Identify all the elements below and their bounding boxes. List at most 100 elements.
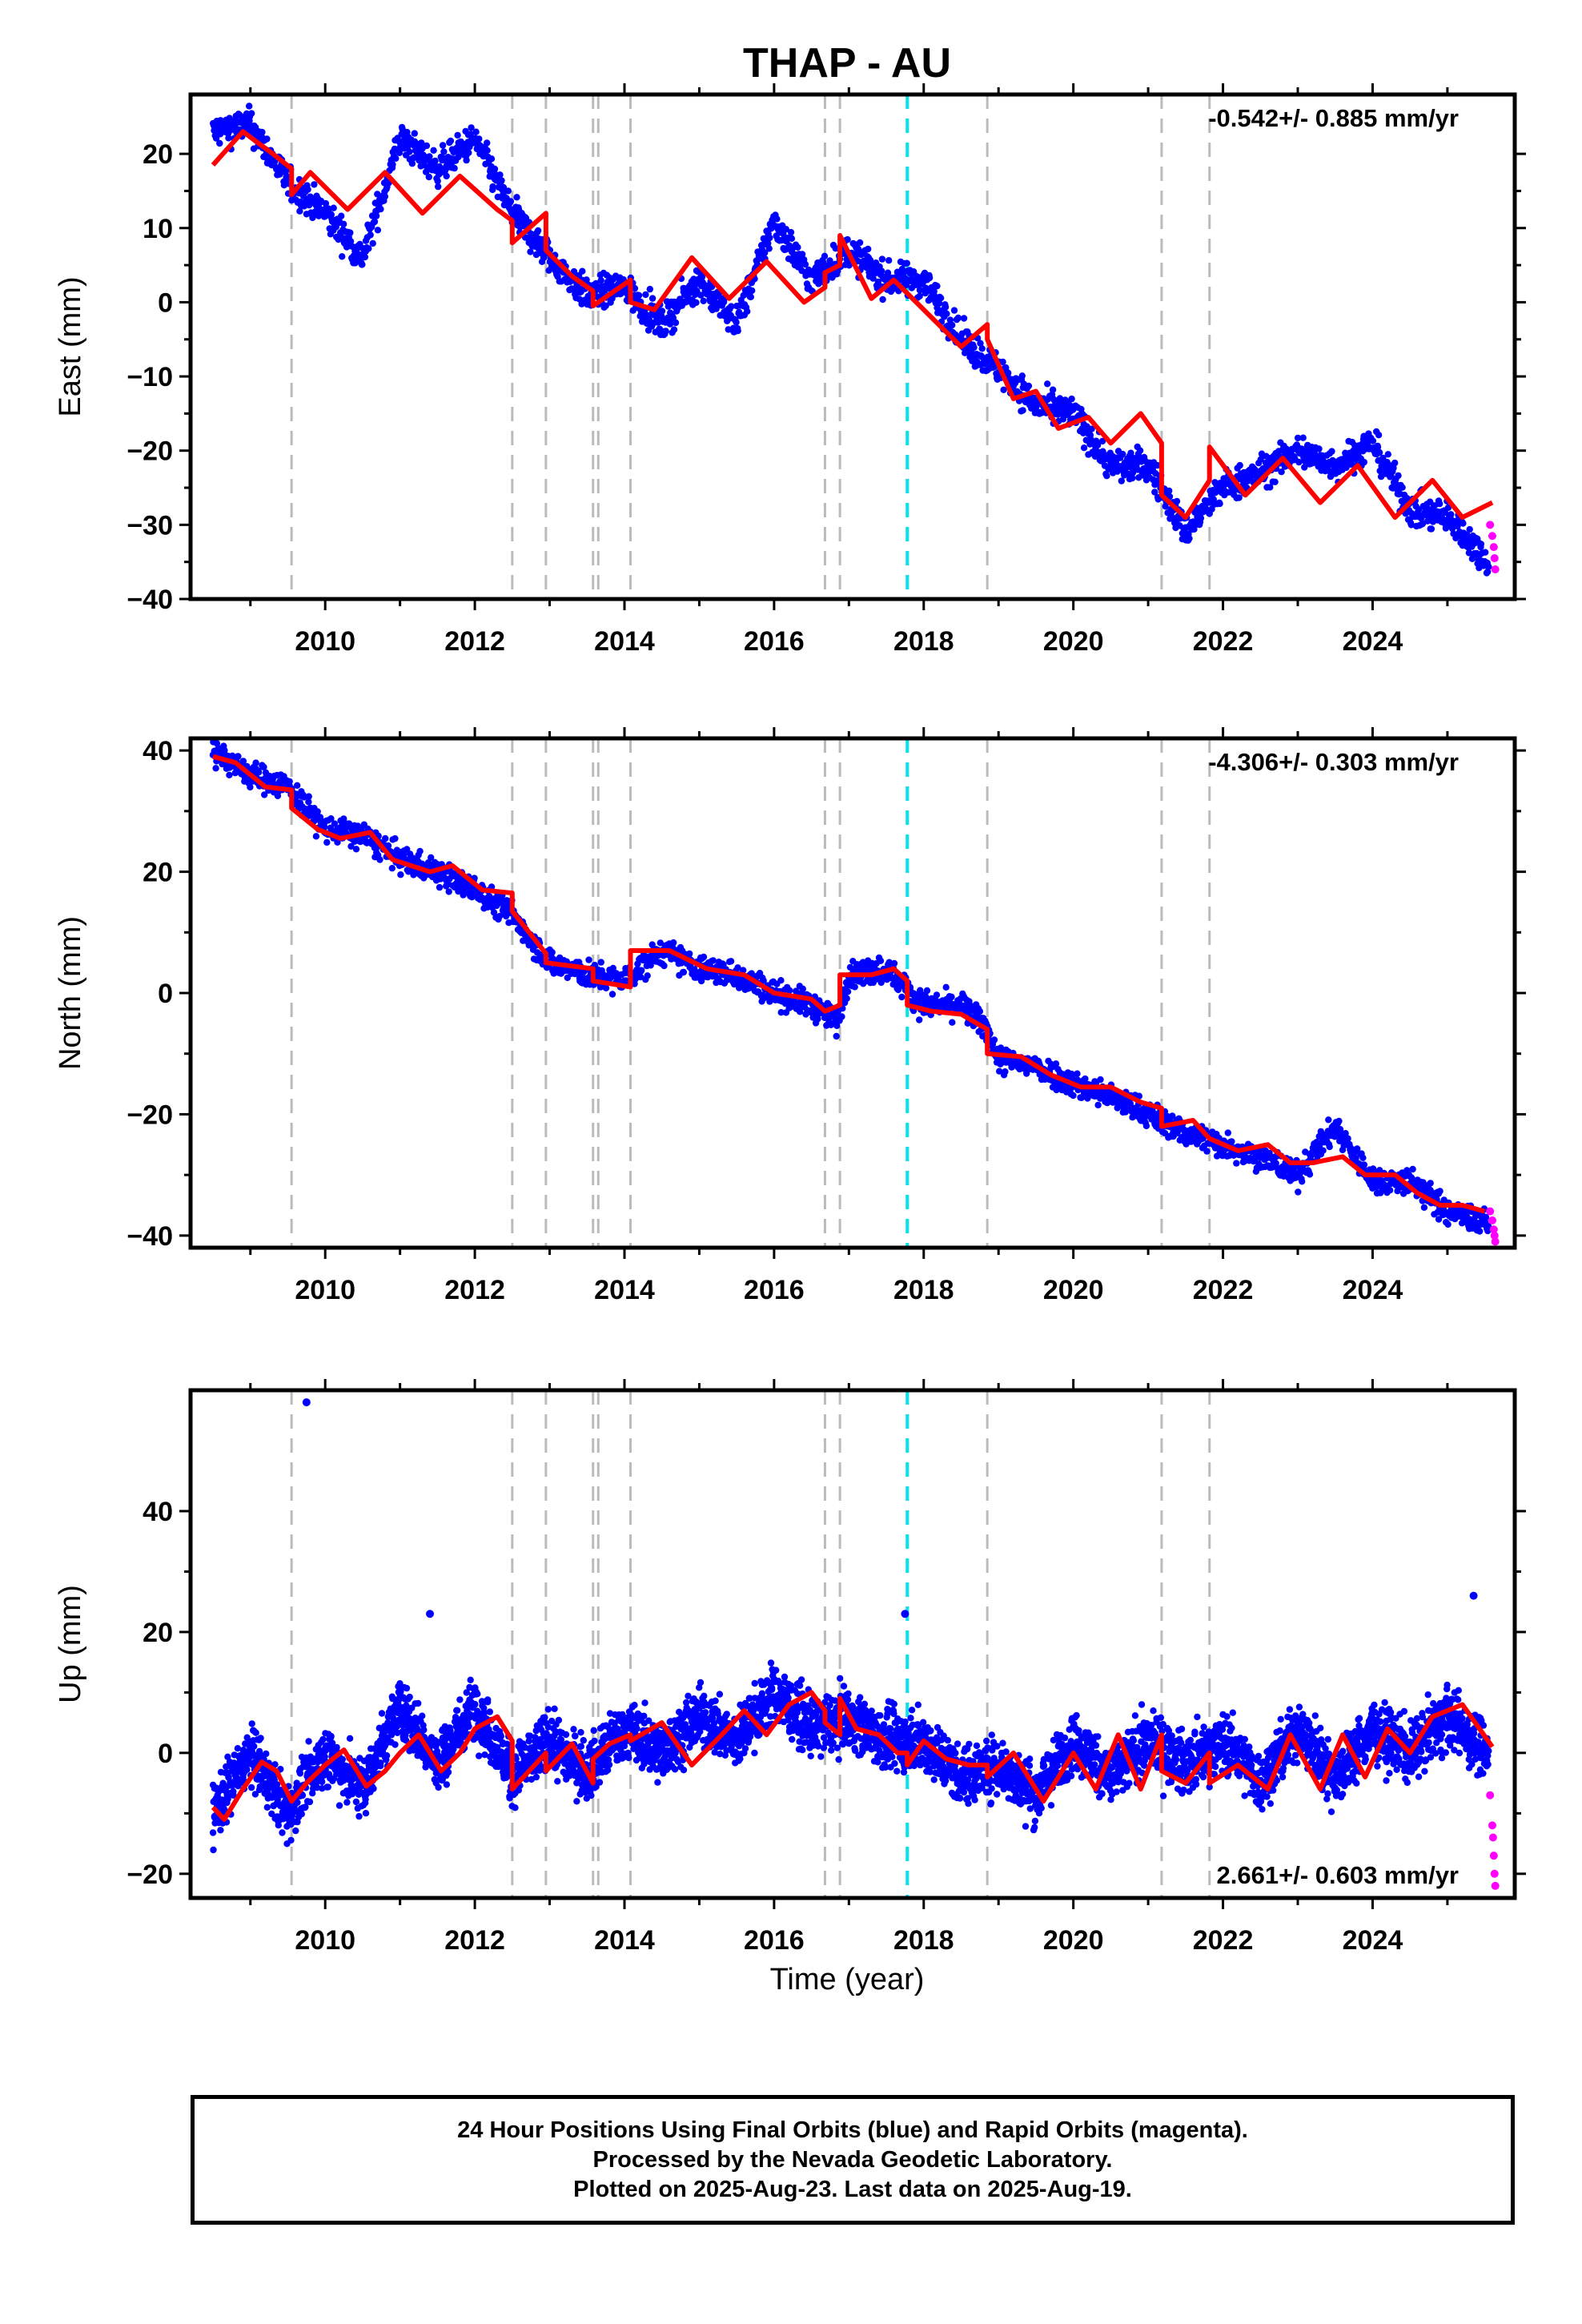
final-orbit-point [788,235,796,242]
rapid-orbit-point [1486,1207,1495,1216]
final-orbit-point [709,957,717,964]
final-orbit-point [311,181,318,188]
final-orbit-point [851,983,858,991]
final-orbit-point [1080,444,1088,452]
final-orbit-point [212,135,220,142]
final-orbit-point [1476,1228,1484,1235]
final-orbit-point [304,186,311,193]
final-orbit-point [1384,451,1392,458]
y-axis-label: East (mm) [54,276,87,416]
x-tick-label: 2024 [1343,1275,1403,1305]
final-orbit-point [406,148,413,155]
final-orbit-point [686,950,693,958]
final-orbit-point [428,854,435,862]
final-orbit-point [1295,1188,1302,1196]
final-orbit-point [465,149,472,156]
final-orbit-point [749,287,756,295]
final-orbit-point [217,1827,224,1834]
final-orbit-point [658,308,666,315]
final-orbit-point [1325,1116,1332,1124]
final-orbit-point [312,833,320,840]
final-orbit-point [504,187,512,195]
x-tick-label: 2010 [295,626,355,657]
final-orbit-point [263,135,271,143]
y-tick-label: 40 [143,736,173,766]
final-orbit-point [1374,444,1382,451]
final-orbit-point [1069,1072,1076,1080]
y-tick-label: 0 [158,979,173,1009]
final-orbit-point [338,212,345,219]
final-orbit-point [916,292,923,300]
final-orbit-point [322,199,330,207]
final-orbit-point [916,1016,923,1023]
final-orbit-point [602,984,610,992]
final-orbit-point [1129,474,1136,482]
final-orbit-point [1326,1143,1333,1151]
final-orbit-point [700,297,707,304]
final-orbit-point [527,248,534,255]
final-orbit-point [418,139,425,147]
x-tick-label: 2012 [444,1275,505,1305]
final-orbit-point [423,142,431,150]
final-orbit-point [1103,472,1110,480]
final-orbit-point [631,284,639,292]
y-axis-label: North (mm) [54,916,87,1070]
final-orbit-point [532,251,540,259]
final-orbit-point [306,202,313,209]
final-orbit-point [321,823,328,830]
final-orbit-point [1224,1129,1232,1136]
final-orbit-point [1052,1060,1060,1068]
final-orbit-point [602,302,609,309]
final-orbit-point [340,220,347,227]
final-orbit-point [225,135,232,142]
final-orbit-point [884,269,892,276]
final-orbit-point [672,319,680,327]
final-orbit-point [425,173,432,181]
final-orbit-point [597,277,604,284]
final-orbit-point [252,1729,259,1736]
final-orbit-point [1319,1147,1327,1154]
model-line [211,129,1494,521]
final-orbit-point [426,153,433,160]
final-orbit-point [727,958,735,965]
y-tick-label: 20 [143,139,173,170]
final-orbit-point [463,156,470,164]
final-orbit-point [691,966,698,973]
final-orbit-point [1482,549,1489,556]
final-orbit-point [271,1761,279,1768]
panel-up: 2010 2012 2014 2016 2018 2020 2022 2024−2002040… [54,1379,1526,1956]
final-orbit-point [942,304,950,311]
final-orbit-point [946,316,954,324]
final-orbit-point [761,249,769,256]
final-orbit-point [1395,472,1402,480]
final-orbit-point [367,231,374,239]
final-orbit-point [268,1810,275,1818]
final-orbit-point [389,161,396,168]
final-orbit-point [579,267,586,275]
final-orbit-point [1419,1179,1427,1186]
final-orbit-point [439,142,447,149]
final-orbit-point [1299,1178,1306,1185]
final-orbit-point [1094,1101,1102,1109]
final-orbit-point [334,838,341,846]
final-orbit-point [216,139,223,147]
final-orbit-point [1169,1112,1176,1120]
final-orbit-point [440,148,448,155]
final-orbit-point [1208,505,1215,513]
final-orbit-point [999,358,1006,366]
x-tick-label: 2016 [744,626,805,657]
final-orbit-point [1375,432,1383,439]
chart-title: THAP - AU [743,40,951,86]
panel-east: 2010 2012 2014 2016 2018 2020 2022 2024−40−30−2… [54,83,1526,657]
final-orbit-point [1465,549,1473,557]
final-orbit-point [213,740,221,747]
final-orbit-point [1447,511,1455,518]
final-orbit-point [636,973,644,981]
final-orbit-point [786,987,793,995]
final-orbit-point [1005,369,1012,376]
final-orbit-point [296,207,303,215]
final-orbit-point [396,149,404,156]
final-orbit-point [1119,450,1126,458]
final-orbit-point [1344,1135,1351,1142]
